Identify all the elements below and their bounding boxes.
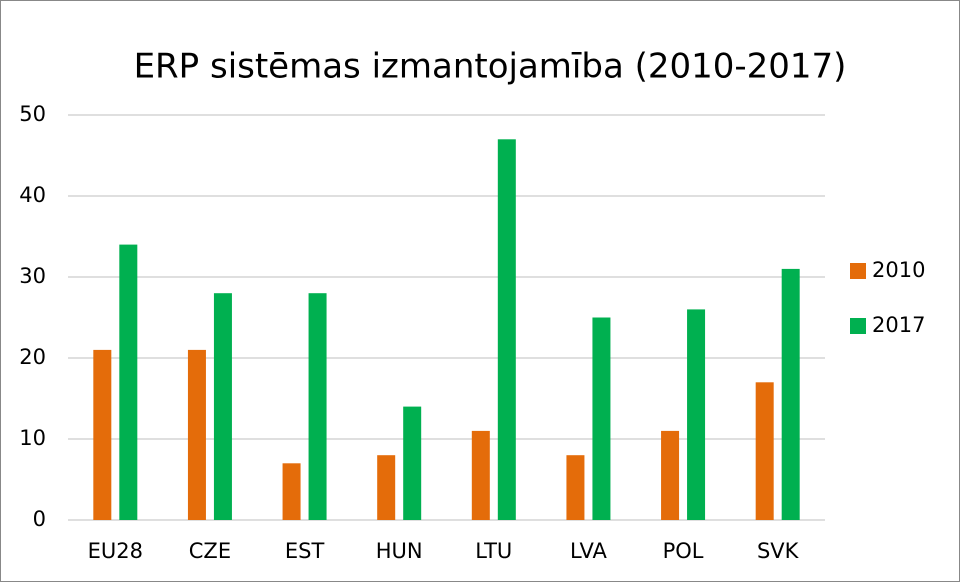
bar (781, 268, 800, 520)
x-tick-label: EST (285, 539, 325, 563)
legend-label: 2010 (872, 258, 925, 282)
x-tick-label: LTU (475, 539, 512, 563)
x-tick-label: EU28 (88, 539, 143, 563)
bar (282, 463, 301, 520)
bar (471, 430, 490, 520)
legend-swatch (850, 263, 866, 279)
y-tick-label: 50 (19, 102, 46, 126)
x-tick-label: POL (663, 539, 704, 563)
bar (93, 349, 112, 520)
x-tick-label: HUN (376, 539, 423, 563)
legend-label: 2017 (872, 313, 925, 337)
legend-swatch (850, 318, 866, 334)
y-tick-label: 40 (19, 183, 46, 207)
bar (687, 309, 706, 520)
bar (755, 382, 774, 520)
bar (119, 244, 138, 520)
bar (497, 139, 516, 521)
bar (403, 406, 422, 520)
bar (661, 430, 680, 520)
bar (566, 455, 585, 520)
bar (213, 293, 232, 520)
y-tick-label: 0 (33, 507, 46, 531)
x-tick-label: SVK (757, 539, 800, 563)
y-tick-label: 10 (19, 426, 46, 450)
y-tick-label: 20 (19, 345, 46, 369)
bar (308, 293, 327, 520)
bar (377, 455, 396, 520)
chart-title: ERP sistēmas izmantojamība (2010-2017) (134, 47, 847, 87)
bar (187, 349, 206, 520)
bar (592, 317, 611, 520)
x-tick-label: CZE (189, 539, 231, 563)
x-tick-label: LVA (570, 539, 607, 563)
y-tick-label: 30 (19, 264, 46, 288)
